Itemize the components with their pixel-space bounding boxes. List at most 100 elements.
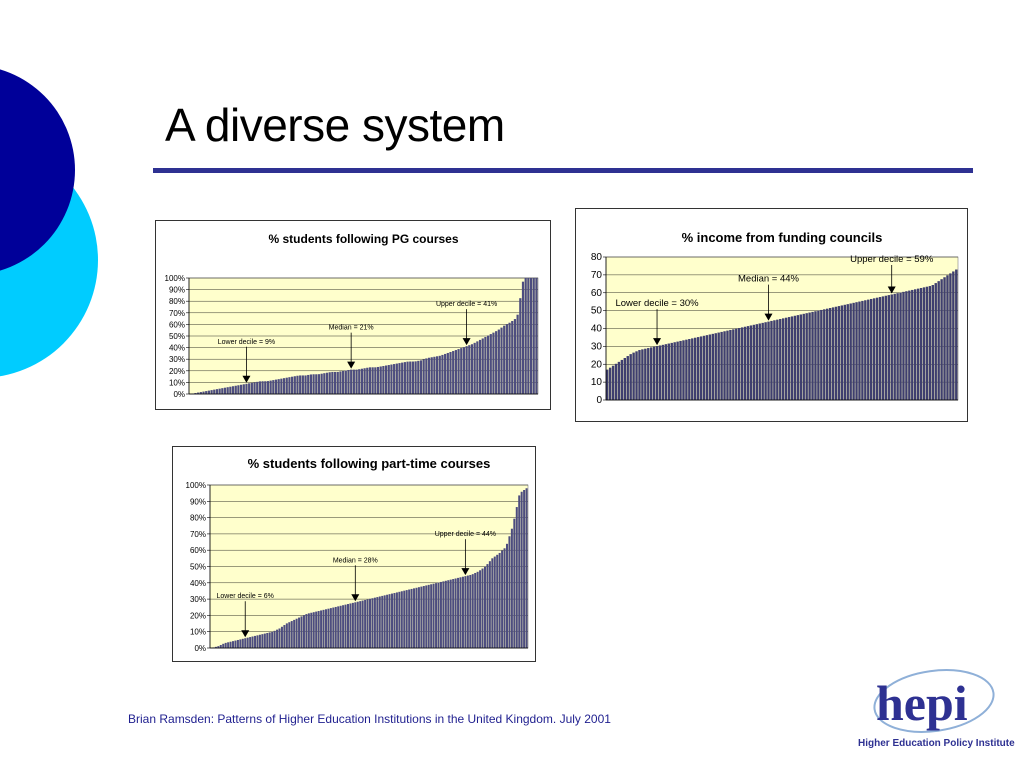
bar [213, 389, 216, 394]
bar [242, 384, 245, 394]
annotation-label: Median = 28% [333, 557, 378, 564]
bar [329, 608, 332, 648]
bar [248, 383, 251, 394]
bar [793, 315, 797, 400]
bar [479, 570, 482, 648]
bar [516, 314, 519, 394]
bar [266, 381, 270, 394]
bar [647, 348, 650, 400]
chart-parttime-svg: % students following part-time courses 0%… [186, 456, 529, 653]
bar [342, 605, 345, 648]
bar [398, 363, 401, 394]
bar [298, 617, 301, 648]
bar [849, 303, 852, 400]
bar [952, 271, 955, 400]
bar [414, 361, 417, 394]
bar [236, 639, 239, 648]
bar [925, 286, 929, 400]
bar [799, 314, 803, 400]
bar [644, 348, 647, 400]
bar [527, 278, 530, 394]
bar [887, 295, 891, 400]
bar [295, 618, 298, 648]
bar [893, 293, 896, 400]
bar [422, 586, 425, 648]
bar [896, 293, 899, 400]
bar [498, 552, 501, 648]
bar [254, 635, 257, 648]
annotation-arrowhead [887, 286, 896, 294]
bar [199, 392, 202, 394]
bar [922, 287, 926, 400]
bar [667, 343, 671, 400]
bar [215, 389, 219, 394]
bar [263, 633, 266, 648]
footer-citation: Brian Ramsden: Patterns of Higher Educat… [128, 712, 611, 726]
bar [234, 385, 237, 394]
bar [717, 332, 720, 400]
bar [398, 591, 401, 648]
bar [411, 361, 415, 394]
title-divider [153, 168, 973, 173]
bar [758, 323, 761, 400]
bar [241, 638, 244, 648]
bar [403, 590, 406, 648]
bar [496, 554, 499, 648]
bar [481, 568, 484, 648]
bar [626, 356, 629, 400]
bar [532, 278, 535, 394]
bar [670, 342, 673, 400]
bar [650, 347, 653, 400]
logo-caption: Higher Education Policy Institute [858, 738, 1015, 749]
bar [488, 561, 491, 648]
bar [787, 317, 791, 400]
bar [391, 593, 394, 648]
bar [696, 337, 700, 400]
bar [476, 341, 479, 394]
bar [524, 278, 527, 394]
bar [317, 374, 321, 394]
bar [266, 633, 269, 648]
bar [826, 308, 829, 400]
bar [366, 599, 369, 648]
bar [784, 317, 788, 400]
bar [437, 582, 440, 648]
bar [261, 634, 264, 648]
bar [237, 385, 240, 394]
bar [790, 316, 794, 400]
y-tick-label: 80 [591, 252, 603, 263]
bar [222, 643, 225, 648]
bar [435, 583, 438, 648]
bar [384, 365, 388, 394]
bar [629, 354, 632, 400]
bar [361, 600, 364, 648]
bar [449, 579, 452, 648]
bar [249, 637, 252, 648]
bar [855, 302, 858, 400]
bar [679, 340, 682, 400]
bar [395, 363, 398, 394]
bar [293, 619, 296, 648]
bar [511, 321, 514, 394]
bar [305, 614, 308, 648]
bar [250, 382, 253, 394]
bar [508, 322, 511, 394]
bar [282, 378, 286, 394]
page-title: A diverse system [165, 99, 505, 151]
bar [805, 313, 808, 400]
bar [852, 302, 855, 400]
y-tick-label: 0% [173, 390, 185, 399]
bar [369, 598, 372, 648]
bar [486, 335, 490, 394]
bar [300, 616, 303, 648]
y-tick-label: 60% [190, 546, 206, 555]
bar [276, 629, 279, 648]
bar [379, 366, 382, 394]
bar [277, 379, 280, 394]
bar [726, 330, 729, 400]
annotation-arrowhead [242, 375, 251, 383]
annotation-label: Median = 21% [329, 325, 374, 332]
bar [461, 576, 464, 648]
bar [290, 621, 293, 648]
annotation-arrowhead [347, 361, 356, 369]
